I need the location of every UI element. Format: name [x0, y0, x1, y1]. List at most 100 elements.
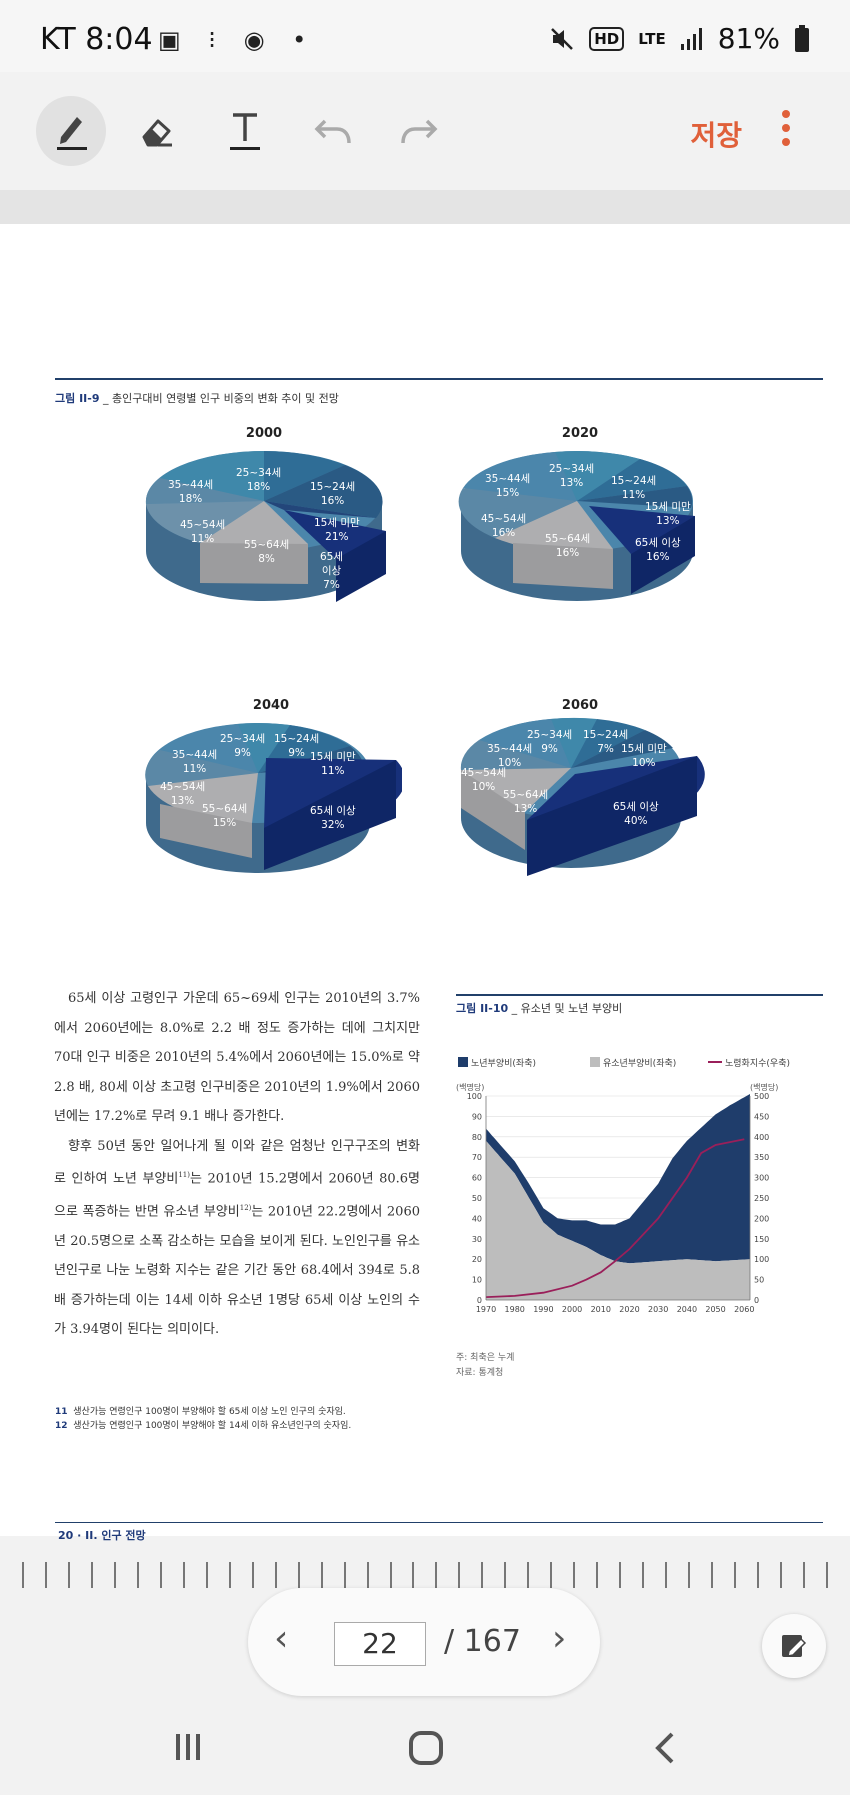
edit-pdf-icon	[782, 1635, 807, 1657]
x-tick: 2020	[619, 1305, 639, 1314]
pie-label: 65세 이상 32%	[310, 805, 356, 831]
x-tick: 1970	[476, 1305, 496, 1314]
aging-index-line	[485, 1138, 745, 1298]
pen-icon	[57, 117, 87, 150]
legend-swatch	[458, 1057, 468, 1067]
pie-year-label: 2000	[245, 426, 283, 441]
y-tick-left: 0	[477, 1296, 482, 1305]
paragraph-2: 향후 50년 동안 일어나게 될 이와 같은 엄청난 인구구조의 변화로 인하여…	[54, 1138, 420, 1338]
footnote-12: 12 생산가능 연령인구 100명이 부양해야 할 14세 이하 유소년인구의 …	[55, 1421, 352, 1431]
x-tick: 2050	[705, 1305, 725, 1314]
status-bar: KT 8:04 ▣ ⁝ ◉ • HD LTE 81%	[0, 0, 850, 72]
prev-page-button[interactable]: ‹	[274, 1618, 289, 1659]
next-page-button[interactable]: ›	[552, 1618, 567, 1659]
figure-10-title: 그림 II-10 _ 유소년 및 노년 부양비	[456, 1002, 623, 1015]
recent-apps-button[interactable]	[170, 1728, 206, 1773]
undo-icon	[314, 119, 351, 144]
notification-icons: ▣ ⁝ ◉ •	[158, 26, 317, 54]
redo-icon	[401, 119, 438, 144]
pie-label: 15~24세 7%	[583, 729, 629, 755]
back-icon	[655, 1732, 674, 1764]
pie-label: 65세 이상 16%	[635, 537, 681, 563]
pie-year-label: 2020	[561, 426, 599, 441]
x-tick: 2010	[591, 1305, 611, 1314]
y-tick-left: 50	[472, 1194, 482, 1203]
figure-rule	[55, 378, 823, 380]
pie-label: 25~34세 9%	[220, 733, 266, 759]
edit-button[interactable]	[762, 1614, 826, 1678]
y-tick-left: 40	[472, 1214, 482, 1223]
undo-button[interactable]	[298, 96, 368, 166]
pie-label: 15~24세 11%	[611, 475, 657, 501]
y-tick-right: 200	[754, 1214, 769, 1223]
pie-label: 15세 미만 10%	[621, 743, 667, 769]
pie-2020: 2020 25~34세 13% 15~24세 11% 15세 미만 13% 65세 이…	[455, 426, 705, 626]
chart-source: 자료: 통계청	[456, 1368, 504, 1378]
pie-label: 65세 이상 40%	[613, 801, 659, 827]
page-gap	[0, 190, 850, 224]
legend-label: 유소년부양비(좌축)	[603, 1058, 676, 1069]
figure-10-rule	[456, 994, 823, 996]
recents-icon	[176, 1734, 200, 1760]
status-right: HD LTE 81%	[549, 22, 810, 55]
x-tick: 2000	[562, 1305, 582, 1314]
annotation-toolbar: 저장	[0, 72, 850, 190]
more-options-button[interactable]	[780, 110, 792, 150]
hd-badge: HD	[589, 26, 625, 51]
y-tick-right: 300	[754, 1174, 769, 1183]
youth-dependency-area	[486, 1140, 750, 1300]
battery-percent: 81%	[717, 22, 780, 55]
pie-label: 25~34세 18%	[236, 467, 282, 493]
redo-button[interactable]	[384, 96, 454, 166]
pie-label: 45~54세 13%	[160, 781, 206, 807]
pie-label: 35~44세 18%	[168, 479, 214, 505]
x-tick: 2030	[648, 1305, 668, 1314]
home-button[interactable]	[406, 1728, 446, 1777]
pie-label: 15세 미만 13%	[645, 501, 691, 527]
pie-label: 15~24세 9%	[274, 733, 320, 759]
legend-label: 노령화지수(우축)	[725, 1057, 790, 1069]
status-time: KT 8:04	[40, 22, 153, 57]
y-tick-left: 90	[472, 1112, 482, 1121]
mute-icon	[551, 27, 574, 50]
page-number-input[interactable]: 22	[334, 1622, 426, 1666]
y-tick-right: 50	[754, 1276, 764, 1285]
y-tick-left: 80	[472, 1133, 482, 1142]
pie-2000: 2000 25~34세 18% 15~24세 16% 15세 미만 21% 65세 이상…	[140, 426, 388, 626]
y-tick-right: 350	[754, 1153, 769, 1162]
system-nav-bar	[0, 1708, 850, 1795]
pie-label: 45~54세 10%	[461, 767, 507, 793]
text-tool-button[interactable]	[210, 96, 280, 166]
figure-9-title: 그림 II-9 _ 총인구대비 연령별 인구 비중의 변화 추이 및 전망	[55, 392, 339, 405]
y-tick-left: 10	[472, 1276, 482, 1285]
eraser-tool-button[interactable]	[122, 96, 192, 166]
y-tick-left: 100	[467, 1092, 482, 1101]
legend-swatch	[590, 1057, 600, 1067]
chart-note: 주: 최축은 누계	[456, 1353, 515, 1363]
pie-label: 65세 이상 7%	[320, 551, 344, 591]
text-icon	[230, 113, 260, 150]
pie-label: 45~54세 16%	[481, 513, 527, 539]
legend-label: 노년부양비(좌축)	[471, 1058, 536, 1069]
footer-rule	[55, 1522, 823, 1523]
pie-2040: 2040 25~34세 9% 15~24세 9% 15세 미만 11% 65세 이상 3…	[140, 698, 402, 898]
save-button[interactable]: 저장	[690, 119, 742, 152]
pie-label: 55~64세 13%	[503, 789, 549, 815]
y-tick-right: 100	[754, 1255, 769, 1264]
y-axis-left-unit: (백명당)	[456, 1082, 484, 1092]
pie-label: 15세 미만 21%	[314, 517, 360, 543]
y-tick-left: 30	[472, 1235, 482, 1244]
y-tick-right: 450	[754, 1112, 769, 1121]
pie-label: 15~24세 16%	[310, 481, 356, 507]
pie-label: 55~64세 16%	[545, 533, 591, 559]
page-scrubber[interactable]	[22, 1562, 828, 1590]
x-tick: 1980	[505, 1305, 525, 1314]
pie-2060: 2060 25~34세 9% 15~24세 7% 15세 미만 10% 65세 이상 4…	[455, 698, 705, 898]
y-tick-right: 150	[754, 1235, 769, 1244]
y-tick-right: 0	[754, 1296, 759, 1305]
home-icon	[409, 1731, 443, 1765]
pen-tool-button[interactable]	[36, 96, 106, 166]
x-tick: 2040	[677, 1305, 697, 1314]
pie-label: 45~54세 11%	[180, 519, 226, 545]
back-button[interactable]	[650, 1728, 680, 1777]
